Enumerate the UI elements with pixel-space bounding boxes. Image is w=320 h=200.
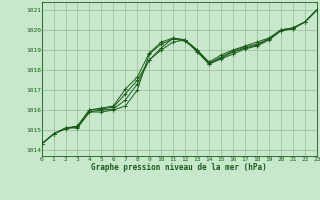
X-axis label: Graphe pression niveau de la mer (hPa): Graphe pression niveau de la mer (hPa)	[91, 163, 267, 172]
